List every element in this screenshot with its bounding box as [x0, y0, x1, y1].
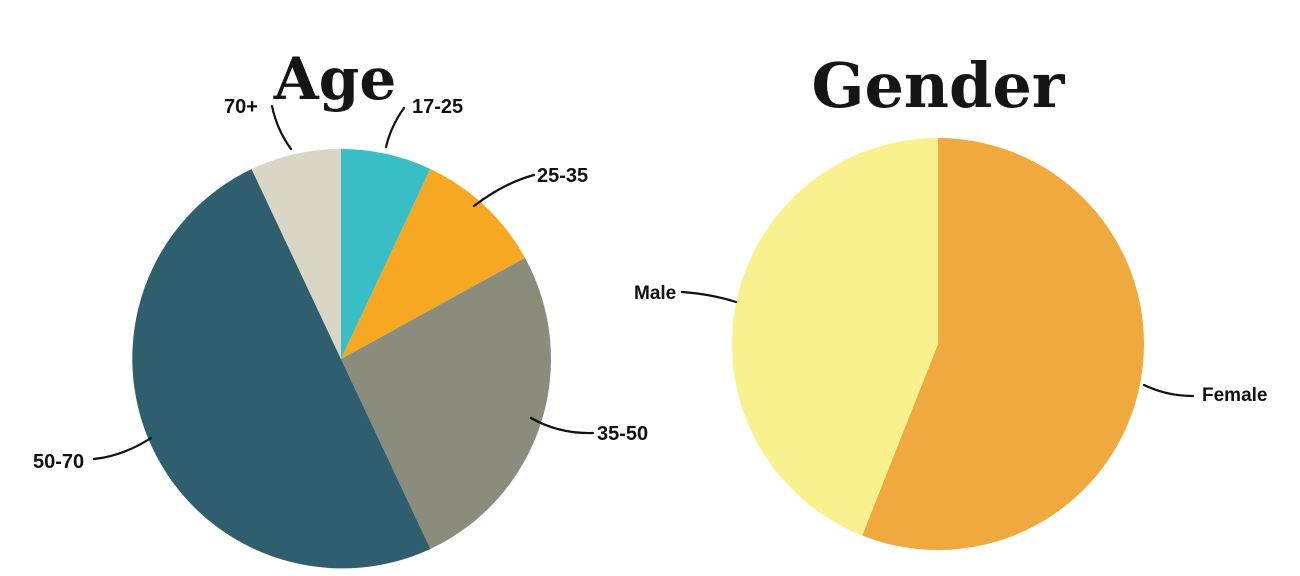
leader-line-female [1142, 383, 1195, 398]
pie-slice-50-70 [132, 168, 431, 569]
pie-slice-70- [251, 149, 341, 359]
age-slice-label-17-25: 17-25 [412, 96, 464, 118]
pie-slice-male [732, 138, 938, 536]
pie-slice-25-35 [341, 168, 526, 359]
gender-slice-label-female: Female [1202, 385, 1268, 406]
age-pie [132, 149, 551, 569]
leader-line-male [680, 290, 738, 304]
age-slice-label-35-50: 35-50 [597, 423, 649, 445]
age-slice-label-25-35: 25-35 [537, 165, 589, 187]
pie-slice-17-25 [341, 149, 431, 359]
age-chart-title: Age [273, 44, 397, 113]
gender-slice-label-male: Male [634, 283, 677, 304]
pie-slice-female [862, 138, 1144, 550]
leader-line-17-25 [384, 106, 406, 149]
pie-slice-35-50 [341, 257, 551, 550]
gender-chart-title: Gender [811, 48, 1065, 122]
age-slice-label-70plus: 70+ [224, 96, 258, 118]
age-slice-label-50-70: 50-70 [33, 451, 85, 473]
gender-pie [732, 138, 1144, 550]
